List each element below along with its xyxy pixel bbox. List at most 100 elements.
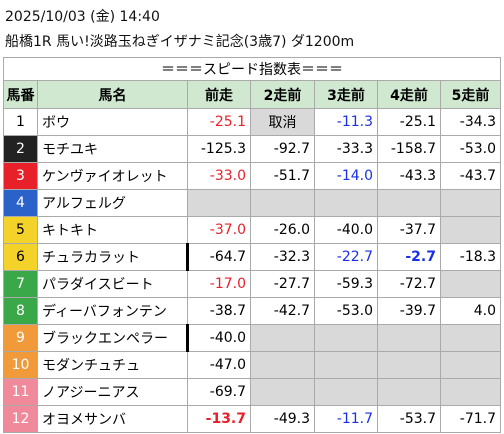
- index-cell: 取消: [250, 108, 315, 136]
- horse-name: ケンヴァイオレット: [37, 162, 188, 190]
- horse-name: ディーバフォンテン: [37, 297, 188, 325]
- column-header: 3走前: [314, 80, 378, 109]
- empty-cell: [314, 378, 378, 406]
- empty-cell: [377, 324, 441, 352]
- index-cell: -33.0: [187, 162, 251, 190]
- horse-number: 7: [3, 270, 38, 298]
- empty-cell: [187, 189, 251, 217]
- horse-number: 8: [3, 297, 38, 325]
- empty-cell: [439, 216, 502, 244]
- column-header: 5走前: [439, 80, 502, 109]
- empty-cell: [377, 351, 441, 379]
- empty-cell: [439, 270, 502, 298]
- index-cell: -2.7: [377, 243, 441, 271]
- index-cell: -37.7: [377, 216, 441, 244]
- index-cell: -92.7: [250, 135, 315, 163]
- index-cell: -38.7: [187, 297, 251, 325]
- empty-cell: [314, 189, 378, 217]
- index-cell: -64.7: [186, 243, 251, 271]
- column-header: 前走: [187, 80, 251, 109]
- empty-cell: [250, 324, 315, 352]
- empty-cell: [314, 351, 378, 379]
- index-cell: -25.1: [187, 108, 251, 136]
- row: 6 チュラカラット -64.7 -32.3 -22.7 -2.7 -18.3: [3, 243, 502, 271]
- index-cell: -42.7: [250, 297, 315, 325]
- index-cell: -49.3: [250, 405, 315, 433]
- index-cell: -11.3: [314, 108, 378, 136]
- horse-number: 4: [3, 189, 38, 217]
- empty-cell: [377, 378, 441, 406]
- index-cell: -17.0: [187, 270, 251, 298]
- row: 11 ノアジーニアス -69.7: [3, 378, 502, 406]
- index-cell: -40.0: [314, 216, 378, 244]
- index-cell: -72.7: [377, 270, 441, 298]
- horse-name: モチユキ: [37, 135, 188, 163]
- index-cell: -34.3: [439, 108, 502, 136]
- index-cell: -59.3: [314, 270, 378, 298]
- index-cell: -40.0: [186, 324, 251, 352]
- index-cell: -32.3: [250, 243, 315, 271]
- column-header: 2走前: [250, 80, 315, 109]
- horse-name: ボウ: [37, 108, 188, 136]
- horse-name: ブラックエンペラー: [37, 324, 188, 352]
- index-cell: -26.0: [250, 216, 315, 244]
- index-cell: -22.7: [314, 243, 378, 271]
- empty-cell: [439, 351, 502, 379]
- index-cell: -53.0: [314, 297, 378, 325]
- horse-number: 12: [3, 405, 38, 433]
- horse-number: 1: [3, 108, 38, 136]
- horse-number: 6: [3, 243, 38, 271]
- index-cell: -33.3: [314, 135, 378, 163]
- row: 9 ブラックエンペラー -40.0: [3, 324, 502, 352]
- horse-name: キトキト: [37, 216, 188, 244]
- index-cell: -125.3: [187, 135, 251, 163]
- race-title: 船橋1R 馬い!淡路玉ねぎイザナミ記念(3歳7) ダ1200m: [5, 34, 355, 50]
- row: 2 モチユキ -125.3 -92.7 -33.3 -158.7 -53.0: [3, 135, 502, 163]
- horse-number: 10: [3, 351, 38, 379]
- index-cell: -43.7: [439, 162, 502, 190]
- horse-number: 3: [3, 162, 38, 190]
- column-header: 馬名: [37, 80, 188, 109]
- horse-number: 11: [3, 378, 38, 406]
- table-title: ＝＝＝スピード指数表＝＝＝: [2, 57, 502, 81]
- row: 4 アルフェルグ: [3, 189, 502, 217]
- index-cell: -53.0: [439, 135, 502, 163]
- speed-table: ＝＝＝スピード指数表＝＝＝ 馬番 馬名 前走 2走前 3走前 4走前 5走前 1 ボウ -25.…: [2, 57, 502, 433]
- index-cell: -11.7: [314, 405, 378, 433]
- index-cell: -27.7: [250, 270, 315, 298]
- row: 3 ケンヴァイオレット -33.0 -51.7 -14.0 -43.3 -43.7: [3, 162, 502, 190]
- column-header: 4走前: [377, 80, 441, 109]
- empty-cell: [439, 189, 502, 217]
- index-cell: -53.7: [377, 405, 441, 433]
- empty-cell: [439, 378, 502, 406]
- horse-number: 5: [3, 216, 38, 244]
- index-cell: -25.1: [377, 108, 441, 136]
- datetime: 2025/10/03 (金) 14:40: [5, 9, 160, 25]
- index-cell: -14.0: [314, 162, 378, 190]
- row: 8 ディーバフォンテン -38.7 -42.7 -53.0 -39.7 4.0: [3, 297, 502, 325]
- column-header: 馬番: [3, 80, 38, 109]
- index-cell: -13.7: [187, 405, 251, 433]
- empty-cell: [250, 351, 315, 379]
- empty-cell: [439, 324, 502, 352]
- horse-name: パラダイスビート: [37, 270, 188, 298]
- row: 7 パラダイスビート -17.0 -27.7 -59.3 -72.7: [3, 270, 502, 298]
- empty-cell: [250, 189, 315, 217]
- row: 10 モダンチュチュ -47.0: [3, 351, 502, 379]
- empty-cell: [250, 378, 315, 406]
- horse-name: チュラカラット: [37, 243, 188, 271]
- horse-name: モダンチュチュ: [37, 351, 188, 379]
- horse-name: ノアジーニアス: [37, 378, 188, 406]
- horse-name: オヨメサンバ: [37, 405, 188, 433]
- horse-name: アルフェルグ: [37, 189, 188, 217]
- empty-cell: [377, 189, 441, 217]
- index-cell: -39.7: [377, 297, 441, 325]
- horse-number: 2: [3, 135, 38, 163]
- index-cell: -43.3: [377, 162, 441, 190]
- index-cell: -69.7: [187, 378, 251, 406]
- index-cell: -37.0: [187, 216, 251, 244]
- empty-cell: [314, 324, 378, 352]
- index-cell: 4.0: [439, 297, 502, 325]
- row: 1 ボウ -25.1 取消 -11.3 -25.1 -34.3: [3, 108, 502, 136]
